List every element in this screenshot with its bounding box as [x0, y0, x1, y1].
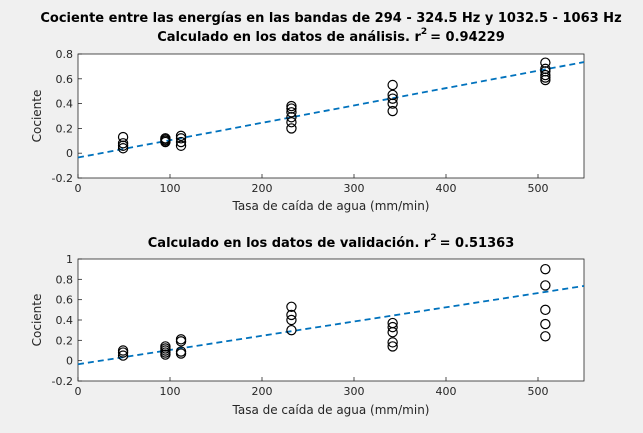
data-point	[387, 317, 398, 329]
x-tick-label: 100	[160, 385, 181, 398]
y-tick-label: 0.2	[56, 122, 74, 135]
y-tick-label: 0.6	[56, 294, 74, 307]
data-point	[175, 130, 187, 142]
data-point	[286, 324, 297, 336]
top-r2-value: = 0.94229	[430, 30, 505, 45]
top-x-axis-label: Tasa de caída de agua (mm/min)	[232, 199, 430, 213]
top-x-ticks: 0 100 200 300 400 500	[75, 174, 549, 195]
bottom-y-ticks: -0.2 0 0.2 0.4 0.6 0.8 1	[52, 253, 82, 388]
data-point	[117, 131, 129, 143]
bottom-plot-area	[77, 258, 585, 382]
x-tick-label: 300	[344, 182, 365, 195]
data-point	[286, 103, 297, 114]
data-point	[387, 105, 398, 117]
x-tick-label: 0	[75, 385, 82, 398]
bottom-axes: 0 100 200 300 400 500 -0.200.20.40.60.81 Tasa…	[30, 253, 585, 417]
data-point	[286, 301, 297, 312]
data-point	[540, 280, 551, 291]
x-tick-label: 400	[436, 182, 457, 195]
y-tick-label: 0.8	[56, 48, 74, 61]
bottom-r2-exponent: 2	[430, 233, 436, 243]
data-point	[286, 314, 297, 326]
top-subtitle: Calculado en los datos de análisis. r2 = …	[157, 27, 505, 45]
x-tick-label: 100	[160, 182, 181, 195]
data-point	[175, 133, 187, 144]
bottom-y-axis-label: Cociente	[30, 294, 44, 347]
data-point	[540, 57, 551, 68]
x-tick-label: 300	[344, 385, 365, 398]
y-tick-label: -0.2	[52, 172, 73, 185]
data-point	[117, 138, 129, 149]
data-point	[387, 93, 398, 104]
top-y-ticks: -0.2 0 0.2 0.4 0.6 0.8	[52, 48, 82, 185]
data-point	[540, 304, 551, 316]
bottom-data-points	[117, 263, 551, 361]
data-point	[175, 346, 187, 357]
data-point	[387, 341, 398, 352]
data-point	[175, 334, 187, 345]
top-plot-area	[77, 53, 585, 179]
data-point	[540, 331, 551, 342]
x-tick-label: 200	[252, 182, 273, 195]
y-tick-label: 0	[66, 355, 73, 368]
data-point	[160, 341, 171, 352]
top-y-axis-label: Cociente	[30, 90, 44, 143]
data-point	[160, 133, 171, 144]
data-point	[387, 337, 398, 348]
top-r2-exponent: 2	[421, 27, 427, 37]
data-point	[387, 89, 398, 101]
top-subtitle-text: Calculado en los datos de análisis.	[157, 30, 410, 45]
y-tick-label: 0.4	[56, 314, 74, 327]
top-data-points	[117, 57, 551, 154]
x-tick-label: 0	[75, 182, 82, 195]
data-point	[117, 350, 129, 361]
data-point	[286, 123, 297, 134]
bottom-subtitle: Calculado en los datos de validación. r2…	[148, 233, 515, 251]
data-point	[175, 140, 187, 151]
y-tick-label: 0.6	[56, 73, 74, 86]
data-point	[117, 345, 129, 356]
data-point	[286, 309, 297, 321]
data-point	[540, 69, 551, 81]
x-tick-label: 500	[528, 385, 549, 398]
data-point	[286, 116, 297, 128]
data-point	[540, 63, 551, 75]
data-point	[540, 318, 551, 330]
bottom-subtitle-text: Calculado en los datos de validación.	[148, 236, 420, 251]
figure-title: Cociente entre las energías en las banda…	[40, 11, 621, 26]
top-r2-label: r	[414, 30, 421, 45]
data-point	[286, 107, 297, 118]
bottom-x-axis-label: Tasa de caída de agua (mm/min)	[232, 403, 430, 417]
data-point	[387, 79, 398, 91]
data-point	[387, 321, 398, 333]
y-tick-label: 0.2	[56, 334, 74, 347]
y-tick-label: 0	[66, 147, 73, 160]
bottom-r2-value: = 0.51363	[440, 236, 515, 251]
x-tick-label: 200	[252, 385, 273, 398]
top-axes: 0 100 200 300 400 500 -0.200.20.40.60.8 Tasa …	[30, 48, 585, 213]
data-point	[286, 100, 297, 112]
data-point	[175, 136, 187, 148]
x-tick-label: 500	[528, 182, 549, 195]
y-tick-label: 1	[66, 253, 73, 266]
y-tick-label: -0.2	[52, 375, 73, 388]
bottom-x-ticks: 0 100 200 300 400 500	[75, 377, 549, 398]
data-point	[540, 263, 551, 275]
data-point	[117, 143, 129, 154]
y-tick-label: 0.8	[56, 273, 74, 286]
bottom-r2-label: r	[424, 236, 431, 251]
x-tick-label: 400	[436, 385, 457, 398]
y-tick-label: 0.4	[56, 98, 74, 111]
